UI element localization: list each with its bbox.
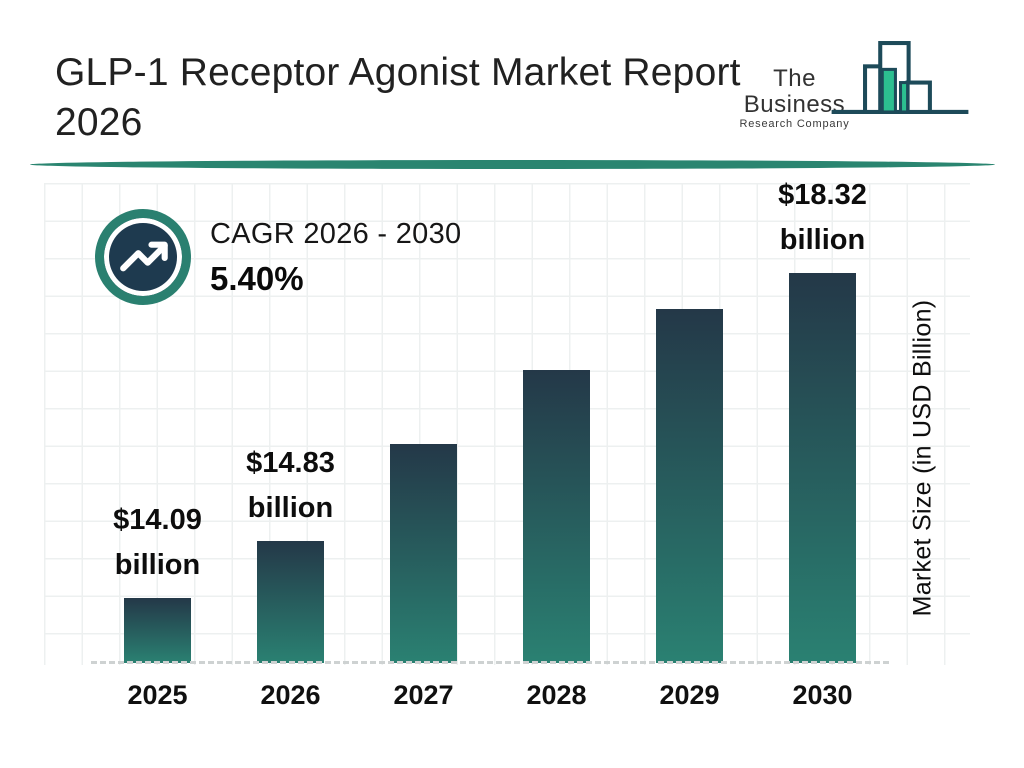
cagr-label: CAGR 2026 - 2030 [210,218,462,250]
bar-slot-2029 [623,183,756,663]
x-axis-label-2025: 2025 [127,680,188,710]
bar-slot-2025: $14.09 billion [91,183,224,663]
y-axis-label: Market Size (in USD Billion) [908,299,937,617]
bar-2030 [789,273,856,663]
logo-subtitle: Research Company [739,118,850,130]
x-axis-labels: 2025 2026 2027 2028 2029 2030 [91,680,889,711]
logo: The Business Research Company [722,66,867,131]
x-axis-label-2029: 2029 [659,680,720,710]
divider [30,160,995,169]
x-axis-label-2028: 2028 [526,680,587,710]
logo-name: The Business [743,65,846,118]
bar-slot-2027 [357,183,490,663]
plot-area: $14.09 billion $14.83 billion $18.32 billion [91,179,889,663]
cagr-value: 5.40% [210,260,304,297]
bar-chart-skyline-icon [831,41,969,114]
bar-2025 [124,598,191,663]
bar-value-label-2026: $14.83 billion [246,447,335,524]
x-axis-label-2030: 2030 [792,680,853,710]
page-title-line2: 2026 [55,101,143,144]
bar-slot-2030: $18.32 billion [756,179,889,663]
bar-value-label-2025: $14.09 billion [113,504,202,581]
bar-2028 [523,370,590,663]
bar-2029 [656,309,723,663]
x-axis-label-2027: 2027 [393,680,454,710]
bar-2027 [390,444,457,663]
cagr-badge [95,209,191,305]
bar-2026 [257,541,324,663]
page-title-line1: GLP-1 Receptor Agonist Market Report [55,51,741,94]
x-axis-label-2026: 2026 [260,680,321,710]
page-title: GLP-1 Receptor Agonist Market Report 202… [55,48,745,148]
bar-slot-2026: $14.83 billion [224,183,357,663]
x-axis-baseline [91,661,889,664]
bar-slot-2028 [490,183,623,663]
bar-value-label-2030: $18.32 billion [778,179,867,256]
trending-up-icon [120,241,168,272]
